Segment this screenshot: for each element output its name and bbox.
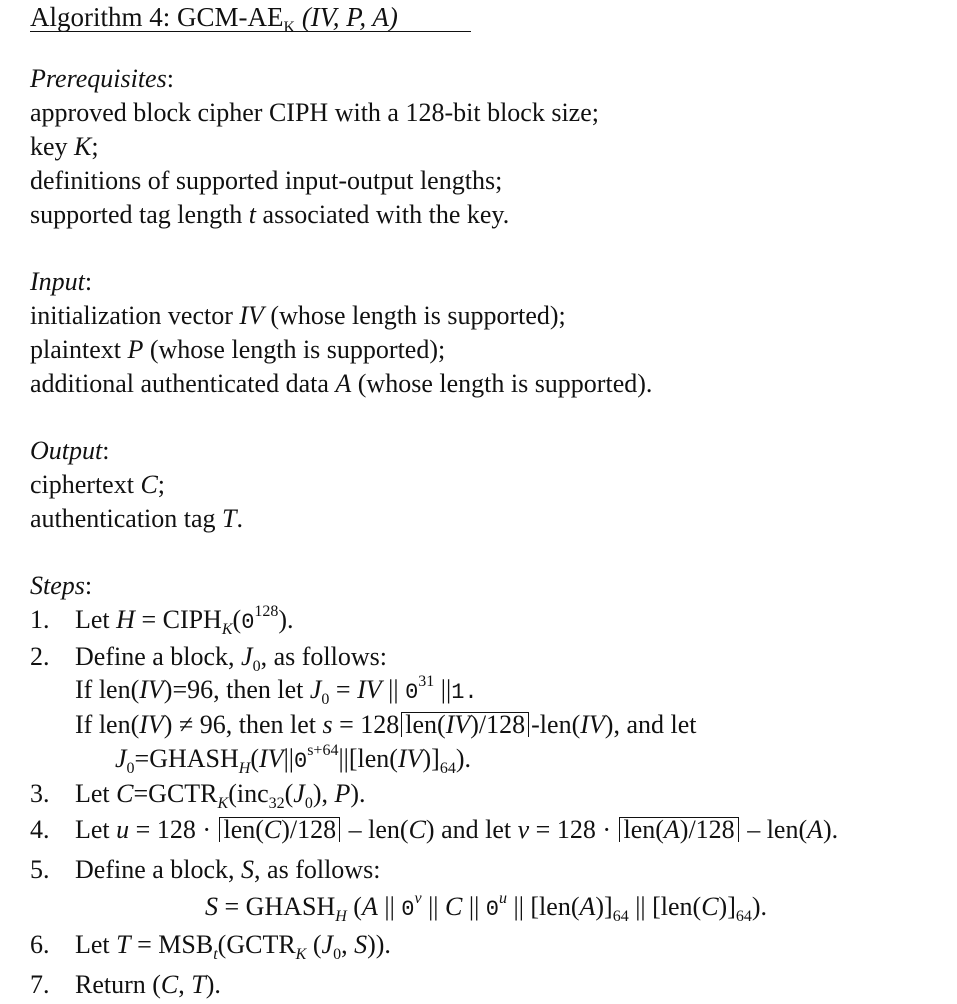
step-2-case-other: If len(IV) ≠ 96, then let s = 128 len(IV)… <box>75 710 697 739</box>
ceiling-bracket: len(IV)/128 <box>401 712 530 738</box>
prerequisites-heading: Prerequisites: <box>30 64 174 93</box>
step-3: 3. Let C=GCTRK(inc32(J0), P). <box>30 779 366 812</box>
step-2-j0-ghash: J0=GHASHH(IV||0s+64||[len(IV)]64). <box>115 742 471 777</box>
step-5-s-ghash: S = GHASHH (A || 0v || C || 0u || [len(A… <box>205 890 768 925</box>
input-line-3: additional authenticated data A (whose l… <box>30 369 653 398</box>
algorithm-title: Algorithm 4: GCM-AEK (IV, P, A) <box>30 2 398 36</box>
ceiling-bracket: len(A)/128 <box>619 817 739 843</box>
input-heading: Input: <box>30 267 93 296</box>
input-line-1: initialization vector IV (whose length i… <box>30 301 566 330</box>
input-line-2: plaintext P (whose length is supported); <box>30 335 446 364</box>
output-heading: Output: <box>30 436 110 465</box>
ceiling-bracket: len(C)/128 <box>219 817 341 843</box>
step-1: 1. Let H = CIPHK(0128). <box>30 603 294 638</box>
title-underline <box>30 31 471 32</box>
step-2-case-96: If len(IV)=96, then let J0 = IV || 031 |… <box>75 673 478 708</box>
output-line-2: authentication tag T. <box>30 504 244 533</box>
prereq-line-4: supported tag length t associated with t… <box>30 200 510 229</box>
output-line-1: ciphertext C; <box>30 470 166 499</box>
step-7: 7. Return (C, T). <box>30 970 221 999</box>
steps-heading: Steps: <box>30 571 93 600</box>
prereq-line-1: approved block cipher CIPH with a 128-bi… <box>30 98 599 127</box>
prereq-line-3: definitions of supported input-output le… <box>30 166 503 195</box>
prereq-line-2: key K; <box>30 132 99 161</box>
step-2: 2. Define a block, J0, as follows: <box>30 642 387 675</box>
step-4: 4. Let u = 128 · len(C)/128 – len(C) and … <box>30 815 839 844</box>
step-5: 5. Define a block, S, as follows: <box>30 855 381 884</box>
step-6: 6. Let T = MSBt(GCTRK (J0, S)). <box>30 930 391 963</box>
